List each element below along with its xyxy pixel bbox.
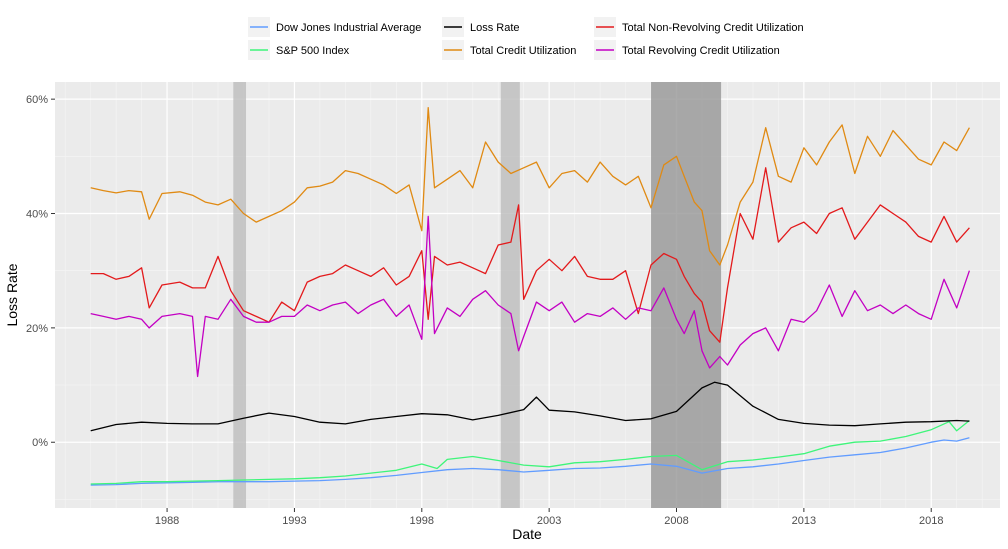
x-tick-label: 2008 [664,515,688,527]
x-tick-label: 2018 [919,515,943,527]
legend-item-dow-jones-industrial-average: Dow Jones Industrial Average [248,17,421,37]
recession-band [233,82,247,508]
legend-item-total-credit-utilization: Total Credit Utilization [442,40,576,60]
grid-minor [55,82,1000,508]
x-tick-label: 2013 [792,515,816,527]
legend: Dow Jones Industrial Average S&P 500 Inde… [248,17,804,60]
legend-label: Total Revolving Credit Utilization [622,45,780,57]
x-axis: 1988 1993 1998 2003 2008 2013 2018 [155,508,943,527]
series-line-total-non-revolving-credit-utilization [90,167,970,343]
y-axis: 0% 20% 40% 60% [26,94,55,449]
legend-item-sandp-500-index: S&P 500 Index [248,40,350,60]
legend-item-total-non-revolving-credit-utilization: Total Non-Revolving Credit Utilization [594,17,804,37]
series-line-total-revolving-credit-utilization [90,215,971,378]
series-line-dow-jones-industrial-average [90,437,970,486]
legend-label: Dow Jones Industrial Average [276,22,421,34]
legend-label: Total Credit Utilization [470,45,576,57]
recession-bands [233,82,722,508]
series-line-total-credit-utilization [90,107,970,266]
y-tick-label: 0% [32,437,48,449]
y-axis-title: Loss Rate [4,263,20,326]
plot-panel [55,82,1000,508]
x-tick-label: 2003 [537,515,561,527]
x-tick-label: 1998 [410,515,434,527]
legend-label: Loss Rate [470,22,520,34]
y-tick-label: 40% [26,209,48,221]
x-tick-label: 1993 [282,515,306,527]
x-axis-title: Date [512,526,542,542]
series-lines [90,107,971,486]
recession-band [500,82,520,508]
x-tick-label: 1988 [155,515,179,527]
legend-label: S&P 500 Index [276,45,350,57]
series-line-sandp-500-index [90,419,970,485]
legend-item-total-revolving-credit-utilization: Total Revolving Credit Utilization [594,40,780,60]
y-tick-label: 20% [26,323,48,335]
series-line-loss-rate [90,381,970,432]
legend-item-loss-rate: Loss Rate [442,17,520,37]
legend-label: Total Non-Revolving Credit Utilization [622,22,804,34]
y-tick-label: 60% [26,94,48,106]
recession-band [651,82,722,508]
